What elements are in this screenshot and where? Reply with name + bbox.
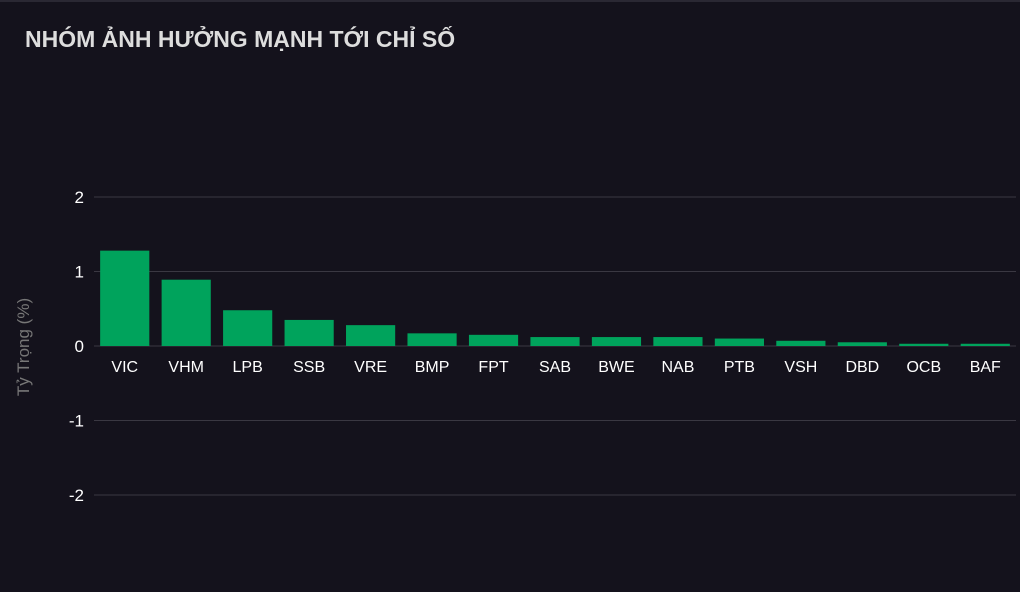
bar-dbd[interactable]	[837, 342, 887, 346]
bar-ocb[interactable]	[899, 343, 949, 346]
y-tick-label: -1	[69, 412, 84, 431]
x-tick-label: SSB	[293, 359, 325, 376]
x-tick-label: PTB	[724, 359, 755, 376]
x-tick-label: FPT	[478, 359, 508, 376]
x-tick-label: LPB	[233, 359, 263, 376]
x-axis-ticks: VIC VHM LPB SSB VRE BMP FPT SAB BWE NAB PTB VSH DBD O…	[111, 359, 1001, 376]
y-tick-label: 2	[75, 188, 84, 207]
x-tick-label: OCB	[906, 359, 941, 376]
y-axis-label: Tỷ Trọng (%)	[14, 298, 33, 396]
bar-sab[interactable]	[530, 337, 580, 346]
bar-lpb[interactable]	[223, 310, 273, 346]
y-axis-ticks: 2 1 0 -1 -2	[69, 188, 84, 505]
x-tick-label: BMP	[415, 359, 450, 376]
bar-bmp[interactable]	[407, 333, 457, 346]
bar-baf[interactable]	[960, 343, 1010, 346]
y-tick-label: 1	[75, 263, 84, 282]
bar-ptb[interactable]	[714, 338, 764, 346]
x-tick-label: NAB	[661, 359, 694, 376]
x-tick-label: VIC	[111, 359, 138, 376]
x-tick-label: BAF	[970, 359, 1001, 376]
bar-bwe[interactable]	[591, 337, 642, 346]
x-tick-label: BWE	[598, 359, 634, 376]
x-tick-label: DBD	[845, 359, 879, 376]
bar-vsh[interactable]	[776, 340, 826, 346]
bar-layer	[100, 250, 1010, 346]
x-tick-label: VSH	[784, 359, 817, 376]
x-tick-label: VRE	[354, 359, 387, 376]
chart-title: NHÓM ẢNH HƯỞNG MẠNH TỚI CHỈ SỐ	[25, 26, 456, 52]
bar-fpt[interactable]	[468, 334, 519, 346]
bar-vic[interactable]	[100, 250, 150, 346]
bar-vhm[interactable]	[161, 279, 211, 346]
x-tick-label: VHM	[168, 359, 204, 376]
y-tick-label: -2	[69, 486, 84, 505]
bar-ssb[interactable]	[284, 319, 334, 346]
bar-nab[interactable]	[653, 337, 703, 346]
x-tick-label: SAB	[539, 359, 571, 376]
y-tick-label: 0	[75, 337, 84, 356]
bar-vre[interactable]	[346, 325, 396, 346]
